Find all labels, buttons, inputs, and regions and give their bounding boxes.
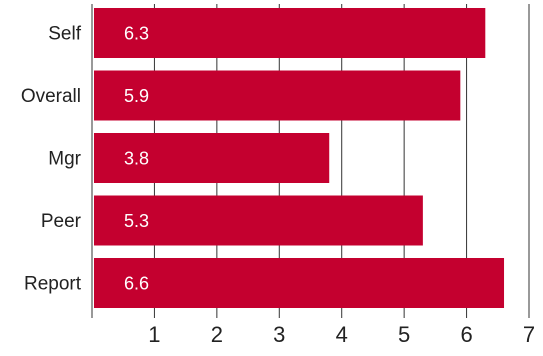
category-label: Mgr bbox=[48, 149, 81, 170]
category-label: Peer bbox=[41, 211, 82, 232]
bar-value-label: 5.9 bbox=[124, 86, 149, 106]
x-tick-label: 4 bbox=[336, 322, 348, 347]
category-label: Overall bbox=[21, 86, 81, 107]
category-labels: Self Overall Mgr Peer Report bbox=[21, 24, 82, 295]
bar-overall bbox=[94, 70, 461, 121]
x-tick-label: 6 bbox=[460, 322, 472, 347]
bars: 6.3 5.9 3.8 5.3 6.6 bbox=[94, 8, 505, 308]
category-label: Self bbox=[48, 24, 81, 45]
x-tick-label: 7 bbox=[523, 322, 535, 347]
x-tick-label: 5 bbox=[398, 322, 410, 347]
bar-value-label: 6.3 bbox=[124, 24, 149, 44]
x-tick-label: 1 bbox=[148, 322, 160, 347]
bar-value-label: 6.6 bbox=[124, 274, 149, 294]
bar-value-label: 3.8 bbox=[124, 149, 149, 169]
x-tick-label: 3 bbox=[273, 322, 285, 347]
bar-peer bbox=[94, 195, 423, 246]
bar-self bbox=[94, 8, 486, 58]
category-label: Report bbox=[24, 274, 82, 295]
bar-mgr bbox=[94, 133, 330, 183]
x-axis-ticks: 1 2 3 4 5 6 7 bbox=[148, 322, 535, 347]
x-tick-label: 2 bbox=[211, 322, 223, 347]
bar-report bbox=[94, 258, 505, 308]
bar-value-label: 5.3 bbox=[124, 211, 149, 231]
